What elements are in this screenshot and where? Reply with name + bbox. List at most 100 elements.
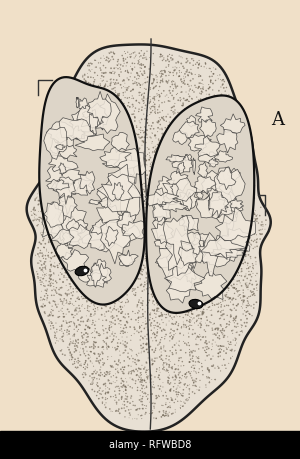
Point [164, 220, 169, 227]
Point [66, 300, 71, 308]
Point [46, 193, 51, 200]
Point [252, 183, 257, 190]
Point [192, 221, 197, 229]
Point [193, 368, 198, 375]
Point [116, 211, 121, 218]
Point [58, 118, 63, 125]
Point [96, 59, 101, 67]
Point [198, 133, 203, 140]
Point [199, 265, 204, 272]
Point [187, 381, 192, 388]
Point [198, 73, 203, 80]
Point [86, 87, 91, 94]
Point [185, 265, 190, 273]
Point [104, 92, 109, 99]
Point [177, 127, 182, 134]
Point [137, 92, 142, 99]
Point [113, 133, 118, 140]
Point [90, 60, 94, 67]
Point [174, 217, 179, 224]
Point [98, 67, 103, 74]
Point [152, 198, 157, 206]
Point [90, 321, 94, 328]
Point [222, 186, 226, 193]
Point [239, 256, 244, 263]
Point [209, 312, 214, 319]
Point [192, 218, 197, 225]
Point [214, 118, 219, 125]
Point [206, 120, 211, 127]
Point [94, 130, 98, 137]
Point [152, 132, 157, 140]
Point [67, 153, 72, 160]
Point [126, 190, 131, 198]
Point [171, 229, 176, 236]
Point [78, 98, 83, 105]
Point [87, 123, 92, 131]
Point [162, 284, 167, 291]
Point [218, 342, 223, 349]
Point [38, 230, 43, 237]
Point [114, 400, 119, 408]
Point [66, 233, 71, 241]
Point [139, 163, 144, 170]
Point [161, 191, 166, 198]
Point [140, 81, 145, 89]
Point [120, 135, 124, 142]
Point [119, 84, 124, 91]
Point [220, 311, 225, 318]
Point [106, 154, 111, 162]
Point [89, 170, 94, 178]
Point [166, 134, 171, 142]
Point [162, 347, 167, 354]
Point [125, 299, 130, 306]
Point [232, 334, 237, 341]
Point [84, 134, 89, 141]
Point [232, 323, 237, 330]
Point [77, 263, 82, 270]
Point [228, 306, 233, 313]
Point [162, 67, 167, 74]
Point [82, 111, 87, 118]
Point [164, 269, 169, 276]
Point [199, 218, 204, 225]
Point [116, 357, 121, 364]
Point [248, 253, 253, 260]
Point [87, 352, 92, 359]
Point [210, 294, 215, 302]
PathPatch shape [79, 98, 87, 109]
Point [128, 368, 132, 375]
Point [205, 271, 210, 278]
Point [166, 300, 170, 307]
Point [96, 189, 101, 196]
Point [137, 80, 142, 88]
Point [107, 189, 112, 196]
Point [138, 365, 143, 373]
Point [95, 298, 100, 305]
Point [173, 118, 178, 126]
Point [169, 142, 174, 149]
Point [205, 199, 210, 207]
Point [204, 340, 209, 347]
Point [196, 229, 201, 236]
Point [102, 255, 106, 263]
Point [40, 264, 45, 271]
Point [135, 189, 140, 196]
Point [152, 358, 157, 365]
Point [245, 295, 250, 302]
Point [243, 246, 248, 253]
Point [157, 249, 162, 257]
Point [200, 229, 205, 236]
Point [189, 364, 194, 371]
Point [92, 147, 97, 154]
Point [125, 84, 130, 92]
Point [174, 246, 178, 253]
Point [163, 182, 167, 189]
Point [211, 179, 215, 187]
Point [240, 299, 245, 307]
Point [159, 51, 164, 59]
Point [226, 122, 230, 129]
Point [63, 233, 68, 240]
Point [103, 293, 108, 300]
Point [165, 295, 170, 302]
